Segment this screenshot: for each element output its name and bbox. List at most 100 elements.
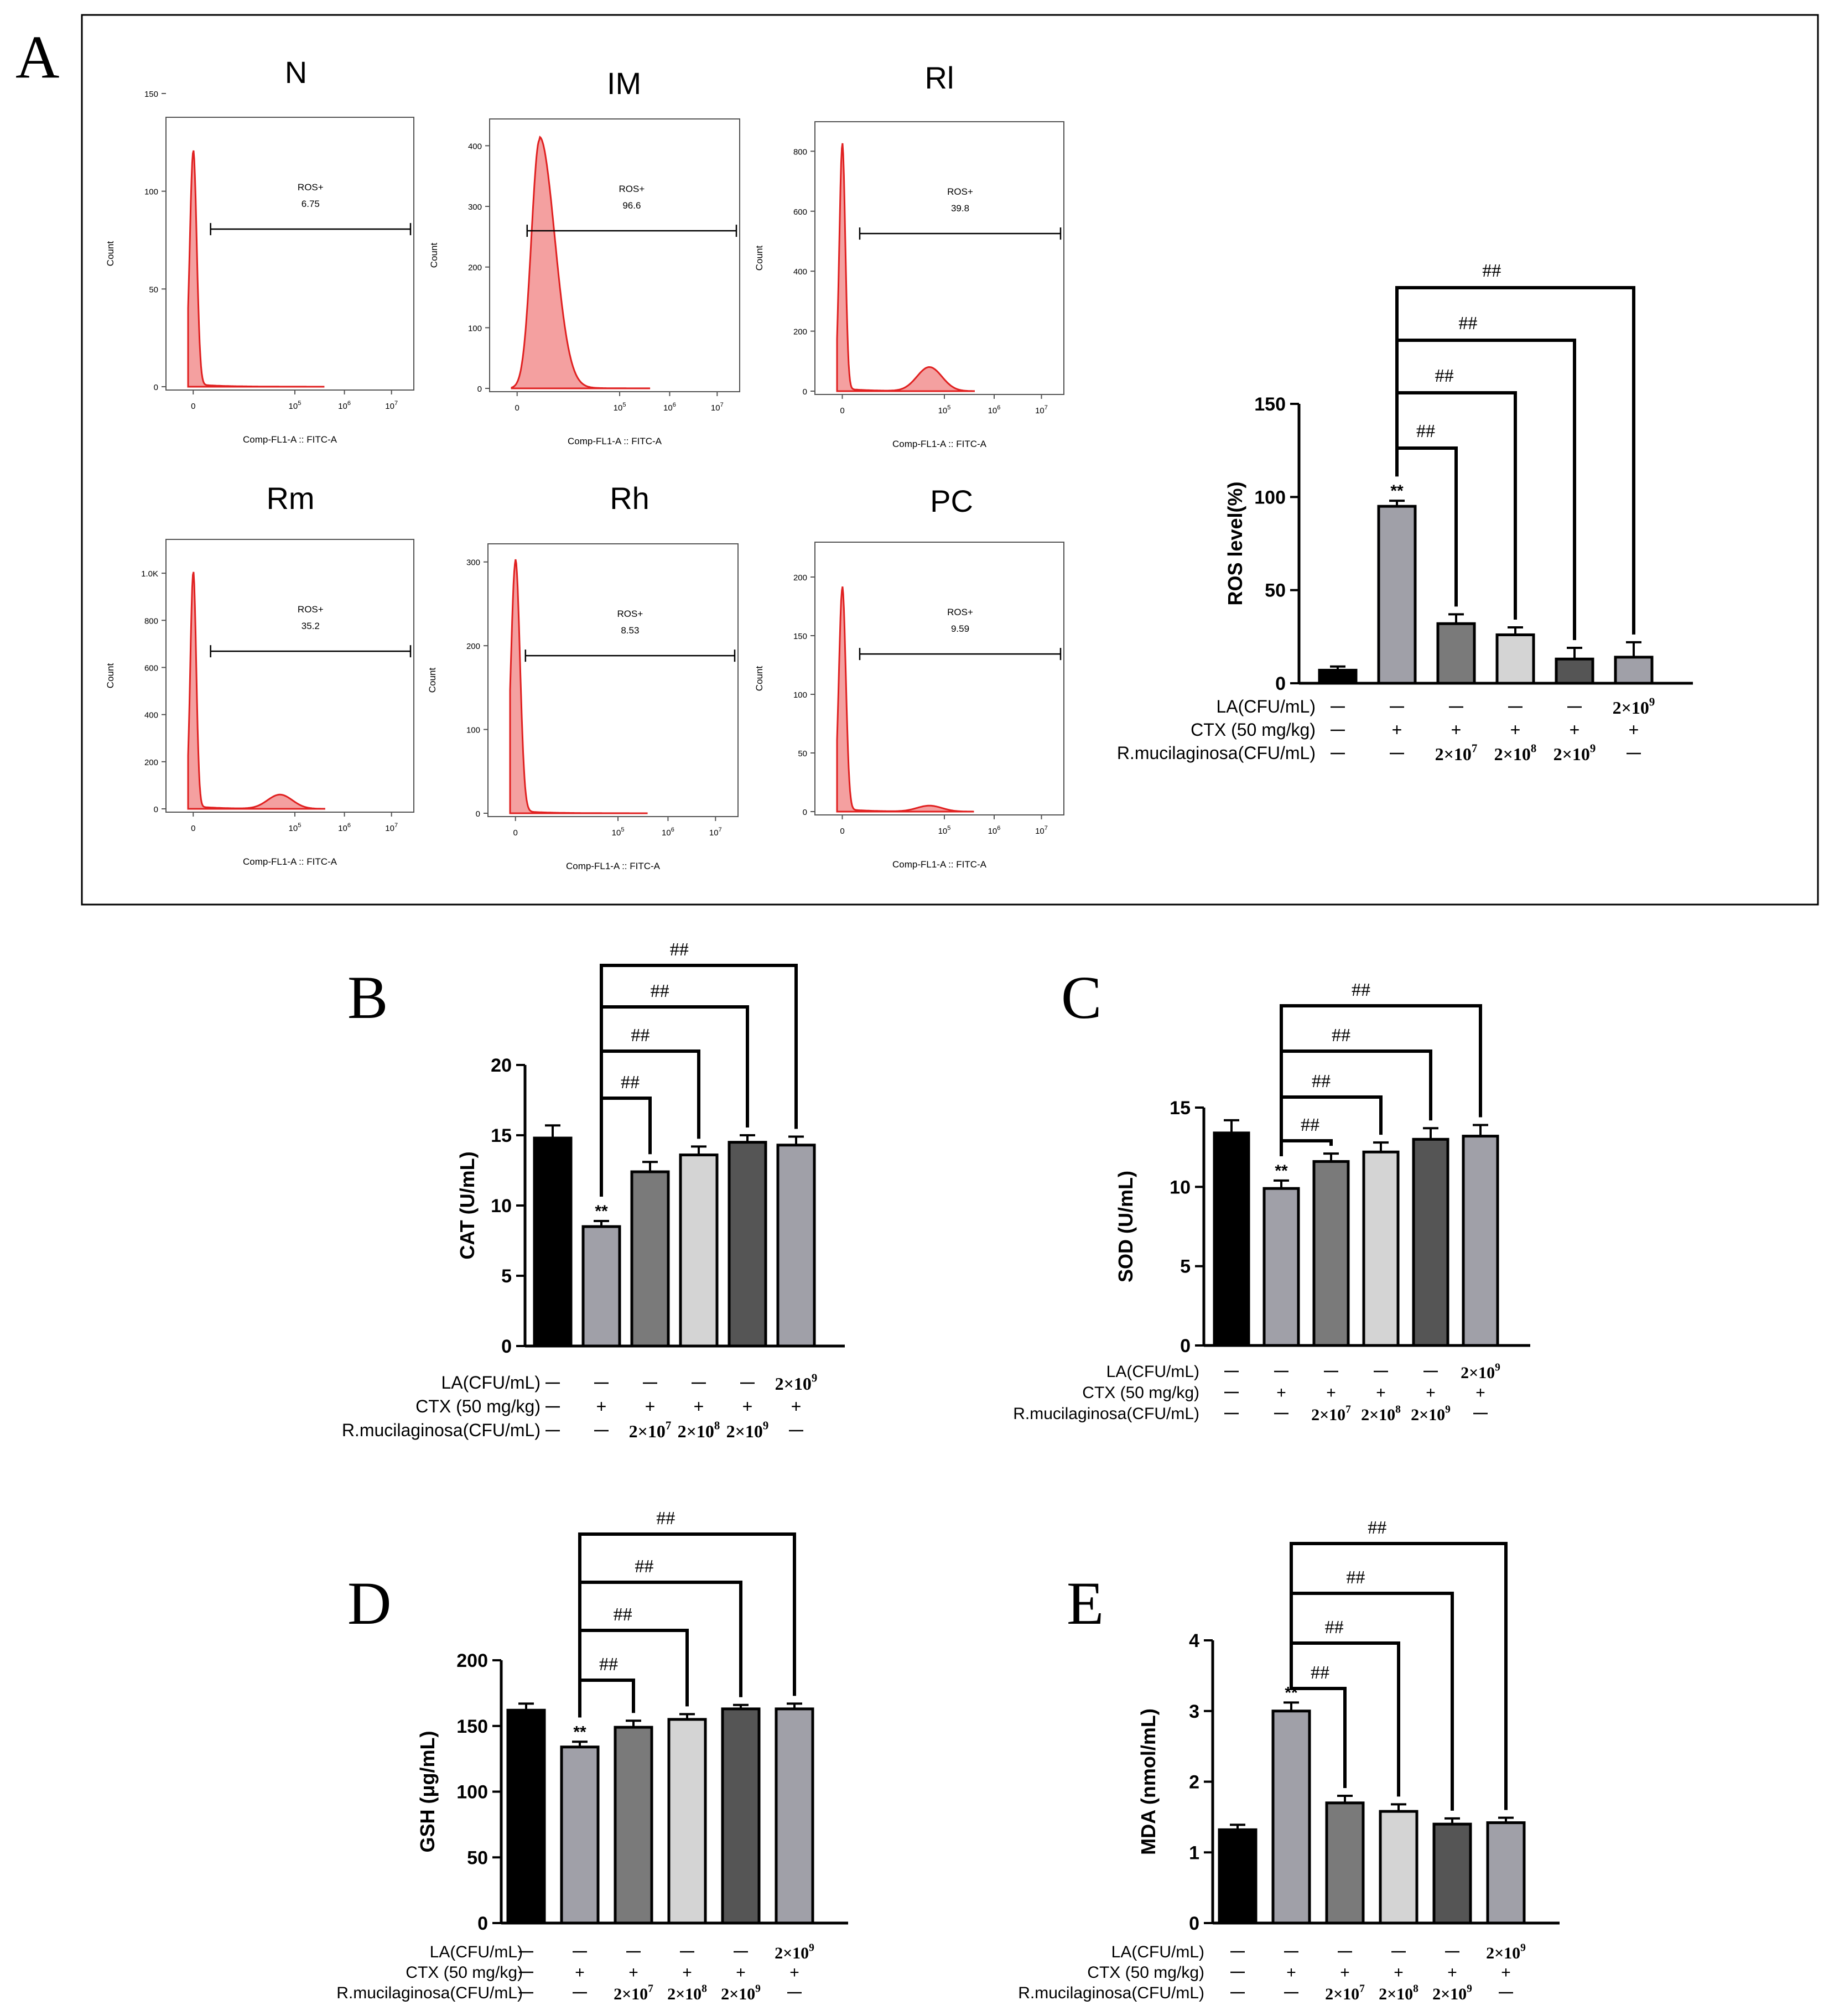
treatment-row-label: CTX (50 mg/kg) [1087, 1963, 1204, 1982]
significance-hash-label: ## [1332, 1025, 1350, 1046]
bar [1312, 1160, 1350, 1347]
y-tick-label: 20 [491, 1055, 512, 1076]
significance-hash-label: ## [635, 1556, 653, 1577]
ros-gate-label: ROS+ [947, 607, 973, 617]
bar [1318, 668, 1358, 685]
y-tick-label: 200 [456, 1650, 488, 1671]
significance-hash-label: ## [1458, 313, 1477, 334]
flow-y-axis-label: Count [754, 666, 765, 692]
treatment-present-mark: + [1376, 1384, 1386, 1402]
treatment-present-mark: + [1276, 1384, 1286, 1402]
treatment-dose-label: 2×108 [1361, 1404, 1401, 1425]
significance-bracket [1290, 1542, 1508, 1810]
panel-letter-c: C [1061, 964, 1101, 1031]
bar [1614, 656, 1654, 685]
treatment-present-mark: + [1286, 1963, 1296, 1982]
panel-letter-a: A [15, 23, 59, 91]
treatment-dose-label: 2×109 [726, 1420, 769, 1441]
treatment-present-mark: + [1447, 1963, 1457, 1982]
bar [630, 1170, 670, 1348]
flow-y-axis-label: Count [754, 246, 765, 271]
flow-x-tick-label: 105 [614, 402, 626, 413]
significance-bracket [578, 1679, 635, 1718]
flow-y-tick-label: 50 [149, 285, 158, 294]
y-tick-label: 10 [1170, 1177, 1191, 1198]
treatment-dose-label: 2×109 [1461, 1362, 1500, 1383]
treatment-row-label: R.mucilaginosa(CFU/mL) [342, 1420, 541, 1440]
flow-y-tick-label: 100 [468, 324, 482, 333]
significance-bracket [1280, 1004, 1482, 1156]
bar [1486, 1821, 1526, 1925]
bar [1495, 633, 1535, 685]
y-tick-label: 0 [1189, 1913, 1199, 1934]
flow-panel-title: Rh [610, 481, 649, 516]
significance-hash-label: ## [1416, 421, 1435, 441]
flow-plot-frame [165, 539, 414, 813]
flow-x-tick-label: 105 [612, 827, 625, 838]
flow-panel-title: PC [930, 484, 973, 518]
bar [1262, 1187, 1300, 1347]
flow-histogram-curve [187, 150, 325, 388]
significance-star-label: ** [595, 1202, 608, 1220]
significance-hash-label: ## [1325, 1617, 1344, 1638]
flow-y-axis-label: Count [427, 668, 438, 693]
ros-gate-label: ROS+ [619, 184, 645, 194]
ros-gate-label: ROS+ [947, 186, 973, 197]
treatment-present-mark: + [791, 1396, 802, 1416]
bar [721, 1707, 761, 1925]
flow-histogram-panel: Rm 0 200 400 600 800 1.0K Count 0 105 106 107 Comp-F… [105, 481, 414, 867]
flow-x-tick-label: 107 [385, 822, 398, 833]
treatment-dose-label: 2×109 [775, 1942, 814, 1963]
treatment-present-mark: + [694, 1396, 704, 1416]
flow-x-axis-label: Comp-FL1-A :: FITC-A [243, 856, 337, 867]
flow-x-tick-label: 107 [1035, 825, 1048, 836]
treatment-present-mark: + [1392, 720, 1402, 740]
y-tick-label: 15 [1170, 1098, 1191, 1119]
flow-y-tick-label: 400 [468, 142, 482, 151]
bar [1436, 622, 1476, 685]
flow-x-tick-label: 107 [1035, 404, 1048, 415]
treatment-row-label: R.mucilaginosa(CFU/mL) [1013, 1405, 1199, 1423]
panel-a-frame [81, 14, 1819, 906]
significance-hash-label: ## [599, 1654, 618, 1675]
ros-gate-value: 96.6 [622, 200, 641, 211]
significance-hash-label: ## [614, 1604, 632, 1625]
treatment-present-mark: + [736, 1963, 746, 1982]
significance-star-label: ** [1390, 482, 1404, 500]
bar [667, 1718, 707, 1925]
flow-x-tick-label: 105 [289, 400, 302, 411]
treatment-present-mark: + [1394, 1963, 1404, 1982]
treatment-dose-label: 2×107 [614, 1983, 653, 2004]
bar-chart-c: 0 5 10 15 SOD (U/mL) ** ## ## ## ## LA(CFU/mL) 2×10… [1013, 980, 1530, 1424]
treatment-present-mark: + [1340, 1963, 1350, 1982]
flow-y-tick-label: 200 [144, 758, 158, 767]
treatment-present-mark: + [1451, 720, 1462, 740]
bar [1432, 1822, 1472, 1925]
significance-hash-label: ## [1482, 261, 1501, 281]
bar [1379, 1810, 1418, 1925]
flow-y-tick-label: 0 [803, 808, 807, 817]
ros-gate-value: 39.8 [951, 203, 969, 214]
treatment-present-mark: + [682, 1963, 692, 1982]
treatment-dose-label: 2×107 [1435, 742, 1478, 764]
bar [1555, 657, 1594, 685]
flow-plot-frame [489, 118, 740, 392]
bar [775, 1707, 814, 1925]
flow-y-axis-label: Count [105, 241, 116, 267]
y-axis-label: GSH (μg/mL) [416, 1731, 439, 1852]
flow-y-tick-label: 600 [144, 663, 158, 673]
treatment-present-mark: + [575, 1963, 585, 1982]
ros-gate-value: 35.2 [302, 621, 320, 631]
y-axis-label: SOD (U/mL) [1114, 1171, 1137, 1282]
significance-bracket [1395, 286, 1635, 635]
flow-y-tick-label: 0 [154, 805, 158, 814]
significance-hash-label: ## [1352, 980, 1370, 1000]
significance-star-label: ** [573, 1723, 586, 1741]
significance-hash-label: ## [1368, 1518, 1386, 1538]
treatment-dose-label: 2×108 [667, 1983, 707, 2004]
bar [506, 1708, 546, 1925]
treatment-row-label: LA(CFU/mL) [430, 1943, 523, 1961]
flow-y-tick-label: 600 [793, 207, 807, 217]
